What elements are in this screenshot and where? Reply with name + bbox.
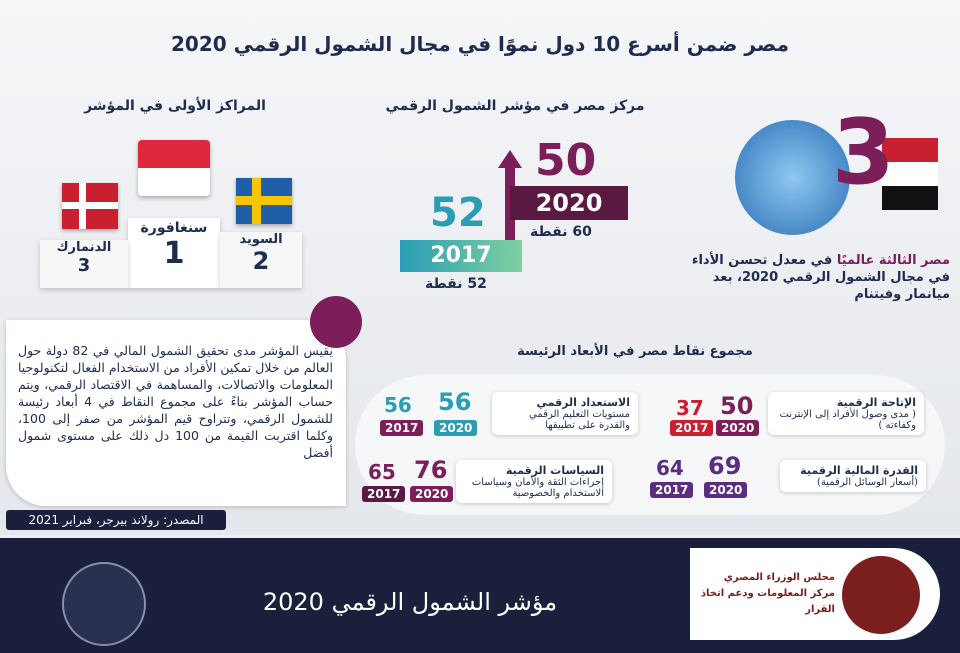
place: 3 [77, 255, 91, 276]
flag-sweden [236, 178, 292, 224]
global-text: مصر الثالثة عالميًا في معدل تحسن الأداء … [675, 252, 950, 303]
year: 2020 [704, 482, 748, 498]
icon [310, 296, 362, 348]
score: 65 [368, 460, 396, 484]
score: 37 [676, 396, 704, 420]
place: 1 [163, 236, 185, 271]
year: 2020 [434, 420, 478, 436]
global-badge: 3 [832, 100, 895, 205]
rank-2017: 52 [430, 190, 486, 236]
podium-heading: المراكز الأولى في المؤشر [84, 98, 266, 114]
score: 64 [656, 456, 684, 480]
podium-third: الدنمارك 3 [40, 240, 128, 288]
arrow-head [498, 150, 522, 168]
text: في معدل تحسن الأداء في مجال الشمول الرقم… [691, 253, 950, 302]
dimension-card: السياسات الرقمية إجراءات الثقة والأمان وس… [456, 460, 612, 503]
dimension-detail: مستويات التعليم الرقمي والقدرة على تطبيق… [529, 409, 630, 431]
year: 2017 [670, 420, 714, 436]
highlight: مصر الثالثة عالميًا [836, 253, 950, 268]
org-line: مجلس الوزراء المصري [723, 572, 835, 583]
org-logo [842, 556, 920, 634]
flag-singapore [138, 140, 210, 196]
title: مصر ضمن أسرع 10 دول نموًا في مجال الشمول… [171, 32, 789, 56]
country: السويد [239, 232, 283, 247]
year-2020: 2020 [510, 186, 628, 220]
footer-title: مؤشر الشمول الرقمي 2020 [262, 588, 558, 616]
points-2017: 52 نقطة [425, 276, 487, 292]
dimension-detail: إجراءات الثقة والأمان وسياسات الاستخدام … [471, 477, 604, 499]
score: 56 [438, 388, 472, 416]
flag-denmark [62, 183, 118, 229]
dimension-name: القدرة المالية الرقمية [800, 464, 918, 477]
dimension-card: الإتاحة الرقمية( مدى وصول الأفراد إلى ال… [768, 392, 924, 435]
org-name: مجلس الوزراء المصري مركز المعلومات ودعم ا… [700, 570, 835, 618]
dimension-card: القدرة المالية الرقمية (أسعار الوسائل الر… [780, 460, 926, 492]
dimension-name: الإتاحة الرقمية [836, 396, 916, 409]
score: 50 [720, 392, 754, 420]
country: الدنمارك [56, 240, 112, 255]
globe [735, 120, 850, 235]
rank-2020: 50 [535, 135, 597, 186]
flag-egypt [882, 138, 938, 210]
dimension-card: الاستعداد الرقمي مستويات التعليم الرقمي و… [492, 392, 638, 435]
dimension-name: السياسات الرقمية [505, 464, 604, 477]
description: يقيس المؤشر مدى تحقيق الشمول المالي في 8… [18, 343, 334, 460]
source: المصدر: رولاند بيرجر، فبراير 2021 [6, 510, 226, 530]
org-line: مركز المعلومات ودعم اتخاذ القرار [700, 588, 835, 615]
description-box [6, 320, 346, 506]
footer-logo [62, 562, 146, 646]
year: 2017 [362, 486, 406, 502]
rank-heading: مركز مصر في مؤشر الشمول الرقمي [385, 98, 645, 114]
dimension-detail: (أسعار الوسائل الرقمية) [816, 477, 918, 488]
year: 2020 [410, 486, 454, 502]
score: 56 [384, 393, 412, 417]
year-2017: 2017 [400, 240, 522, 272]
place: 2 [252, 247, 270, 275]
podium-first: سنغافورة 1 [128, 218, 220, 288]
podium-second: السويد 2 [220, 232, 302, 288]
score: 69 [708, 452, 742, 480]
dimension-name: الاستعداد الرقمي [536, 396, 630, 409]
country: سنغافورة [140, 220, 208, 236]
dimension-detail: ( مدى وصول الأفراد إلى الإنترنت وكفاءته … [779, 409, 916, 431]
score: 76 [414, 456, 448, 484]
year: 2017 [650, 482, 694, 498]
points-2020: 60 نقطة [530, 224, 592, 240]
year: 2020 [716, 420, 760, 436]
year: 2017 [380, 420, 424, 436]
dimensions-heading: مجموع نقاط مصر في الأبعاد الرئيسة [517, 344, 753, 359]
